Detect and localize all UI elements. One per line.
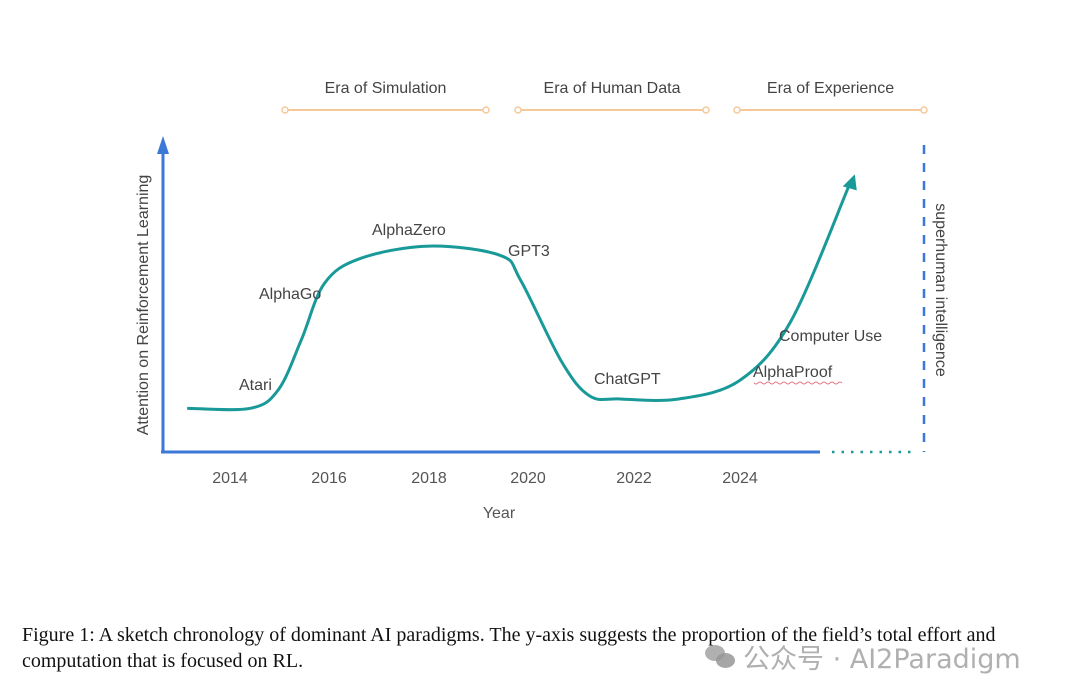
y-axis-label: Attention on Reinforcement Learning — [135, 175, 152, 436]
era-start-marker — [733, 106, 741, 114]
series-line — [187, 185, 851, 412]
annotation-label: AlphaGo — [259, 286, 321, 303]
figure-caption: Figure 1: A sketch chronology of dominan… — [22, 624, 996, 672]
x-tick-label: 2020 — [510, 470, 546, 487]
era-end-marker — [482, 106, 490, 114]
x-tick-label: 2016 — [311, 470, 347, 487]
limit-label: superhuman intelligence — [932, 203, 949, 377]
era-end-marker — [702, 106, 710, 114]
annotation-label: AlphaProof — [753, 364, 833, 381]
x-tick-label: 2018 — [411, 470, 447, 487]
era-start-marker — [514, 106, 522, 114]
era-end-marker — [920, 106, 928, 114]
era-label: Era of Simulation — [325, 80, 447, 97]
era-label: Era of Experience — [767, 80, 894, 97]
annotation-label: GPT3 — [508, 243, 550, 260]
x-tick-label: 2022 — [616, 470, 652, 487]
wechat-icon — [705, 644, 735, 669]
era-label: Era of Human Data — [544, 80, 681, 97]
era-bars: Era of Simulation Era of Human Data Era of… — [281, 80, 928, 114]
annotation-label: Computer Use — [779, 328, 882, 345]
annotation-label: ChatGPT — [594, 371, 661, 388]
annotation-label: Atari — [239, 377, 272, 394]
x-tick-label: 2014 — [212, 470, 248, 487]
x-axis-label: Year — [483, 505, 516, 522]
watermark: 公众号 · AI2Paradigm — [705, 637, 1021, 676]
era-start-marker — [281, 106, 289, 114]
spellcheck-underline — [753, 381, 843, 385]
y-axis-arrow-icon — [157, 136, 169, 154]
curve-arrow-icon — [842, 174, 857, 191]
x-tick-label: 2024 — [722, 470, 758, 487]
watermark-text: 公众号 · AI2Paradigm — [743, 644, 1021, 675]
annotation-label: AlphaZero — [372, 222, 446, 239]
